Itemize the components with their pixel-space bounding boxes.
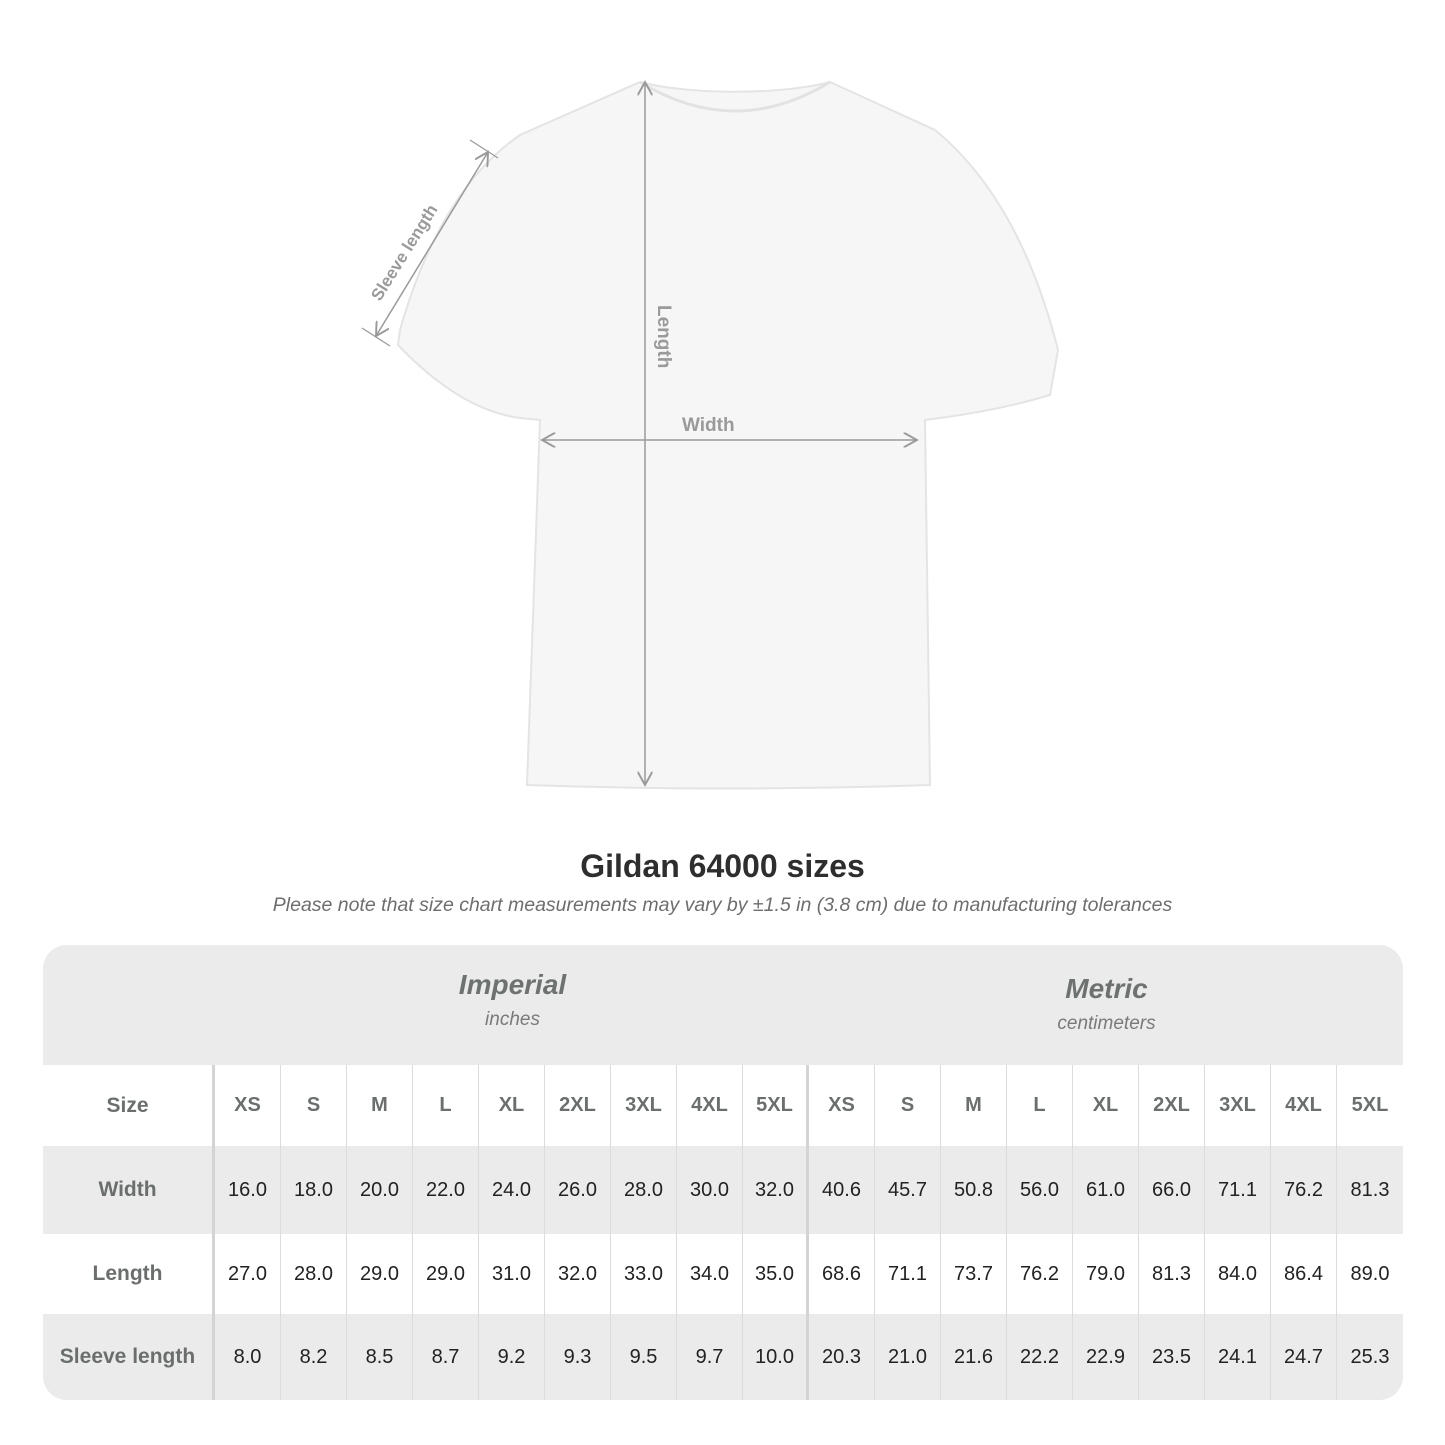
measurement-cell: 34.0 [677, 1234, 743, 1314]
measurement-cell: 76.2 [1007, 1234, 1073, 1314]
size-header: S [281, 1065, 347, 1146]
measurement-cell: 28.0 [611, 1146, 677, 1234]
measurement-cell: 9.3 [545, 1314, 611, 1400]
imperial-header: Imperial inches [215, 969, 810, 1031]
size-header: M [347, 1065, 413, 1146]
measurement-cell: 71.1 [875, 1234, 941, 1314]
measurement-cell: 24.1 [1205, 1314, 1271, 1400]
size-header: 5XL [1351, 1094, 1389, 1116]
measurement-cell: 9.7 [677, 1314, 743, 1400]
size-header: 2XL [1139, 1065, 1205, 1146]
measurement-cell: 25.3 [1350, 1345, 1390, 1368]
size-header: 4XL [677, 1065, 743, 1146]
size-header: 5XL [743, 1065, 809, 1146]
measurement-cell: 89.0 [1350, 1262, 1390, 1285]
measurement-cell: 66.0 [1139, 1146, 1205, 1234]
metric-unit: centimeters [1057, 1013, 1156, 1034]
measurement-cell: 61.0 [1073, 1146, 1139, 1234]
measurement-cell: 29.0 [413, 1234, 479, 1314]
length-label: Length [653, 305, 674, 368]
measurement-cell: 86.4 [1271, 1234, 1337, 1314]
table-row: Width 16.0 18.0 20.0 22.0 24.0 26.0 28.0 30.0 32.… [43, 1146, 1403, 1234]
measurement-cell: 31.0 [479, 1234, 545, 1314]
measurement-cell: 26.0 [545, 1146, 611, 1234]
tshirt-diagram: Sleeve length Length Width [361, 0, 1060, 790]
width-label: Width [682, 415, 735, 436]
measurement-cell: 79.0 [1073, 1234, 1139, 1314]
measurement-cell: 20.0 [347, 1146, 413, 1234]
measurement-cell: 76.2 [1271, 1146, 1337, 1234]
measurement-cell: 30.0 [677, 1146, 743, 1234]
size-header: L [1007, 1065, 1073, 1146]
measurement-cell: 35.0 [743, 1234, 809, 1314]
measurement-cell: 33.0 [611, 1234, 677, 1314]
sleeve-arrow [376, 152, 488, 336]
tolerance-note: Please note that size chart measurements… [272, 894, 1173, 916]
units-header: Imperial inches Metric centimeters [43, 945, 1403, 1063]
size-header: L [413, 1065, 479, 1146]
size-header: 2XL [545, 1065, 611, 1146]
measurement-cell: 9.2 [479, 1314, 545, 1400]
row-label: Sleeve length [43, 1314, 215, 1400]
size-header: XL [1073, 1065, 1139, 1146]
measurement-cell: 32.0 [743, 1146, 809, 1234]
imperial-title: Imperial [458, 969, 567, 1000]
page-title: Gildan 64000 sizes [580, 848, 865, 884]
measurement-cell: 68.6 [809, 1234, 875, 1314]
measurement-cell: 73.7 [941, 1234, 1007, 1314]
measurement-cell: 27.0 [215, 1234, 281, 1314]
size-header: 3XL [1205, 1065, 1271, 1146]
row-label: Width [43, 1146, 215, 1234]
measurement-cell: 84.0 [1205, 1234, 1271, 1314]
measurement-cell: 22.0 [413, 1146, 479, 1234]
measurement-cell: 8.2 [281, 1314, 347, 1400]
size-table: Imperial inches Metric centimeters Size X… [43, 945, 1403, 1400]
measurement-cell: 20.3 [809, 1314, 875, 1400]
measurement-cell: 29.0 [347, 1234, 413, 1314]
measurement-cell: 8.7 [413, 1314, 479, 1400]
size-header: 3XL [611, 1065, 677, 1146]
table-row: Length 27.0 28.0 29.0 29.0 31.0 32.0 33.0 34.0 35… [43, 1234, 1403, 1314]
imperial-unit: inches [485, 1009, 540, 1030]
measurement-cell: 18.0 [281, 1146, 347, 1234]
measurement-cell: 56.0 [1007, 1146, 1073, 1234]
measurement-cell: 32.0 [545, 1234, 611, 1314]
measurement-cell: 9.5 [611, 1314, 677, 1400]
size-header: XS [809, 1065, 875, 1146]
table-row: Sleeve length 8.0 8.2 8.5 8.7 9.2 9.3 9.5 9.7 10.… [43, 1314, 1403, 1400]
row-label: Size [43, 1065, 215, 1146]
measurement-cell: 22.9 [1073, 1314, 1139, 1400]
measurement-cell: 71.1 [1205, 1146, 1271, 1234]
measurement-cell: 40.6 [809, 1146, 875, 1234]
measurement-cell: 21.6 [941, 1314, 1007, 1400]
measurement-cell: 81.3 [1350, 1178, 1390, 1201]
measurement-cell: 45.7 [875, 1146, 941, 1234]
metric-header: Metric centimeters [810, 973, 1403, 1035]
measurement-cell: 81.3 [1139, 1234, 1205, 1314]
measurement-cell: 16.0 [215, 1146, 281, 1234]
size-header: XL [479, 1065, 545, 1146]
row-label: Length [43, 1234, 215, 1314]
measurement-cell: 21.0 [875, 1314, 941, 1400]
measurement-cell: 22.2 [1007, 1314, 1073, 1400]
size-header: M [941, 1065, 1007, 1146]
metric-title: Metric [1065, 973, 1148, 1004]
size-header: 4XL [1271, 1065, 1337, 1146]
measurement-cell: 8.0 [215, 1314, 281, 1400]
measurement-cell: 8.5 [347, 1314, 413, 1400]
measurement-cell: 24.0 [479, 1146, 545, 1234]
size-header-row: Size XS S M L XL 2XL 3XL 4XL 5XL XS S M L XL 2XL 3XL 4XL 5… [43, 1065, 1403, 1146]
measurement-cell: 24.7 [1271, 1314, 1337, 1400]
measurement-cell: 10.0 [743, 1314, 809, 1400]
measurement-cell: 28.0 [281, 1234, 347, 1314]
measurement-cell: 50.8 [941, 1146, 1007, 1234]
size-header: S [875, 1065, 941, 1146]
measurement-cell: 23.5 [1139, 1314, 1205, 1400]
size-header: XS [215, 1065, 281, 1146]
